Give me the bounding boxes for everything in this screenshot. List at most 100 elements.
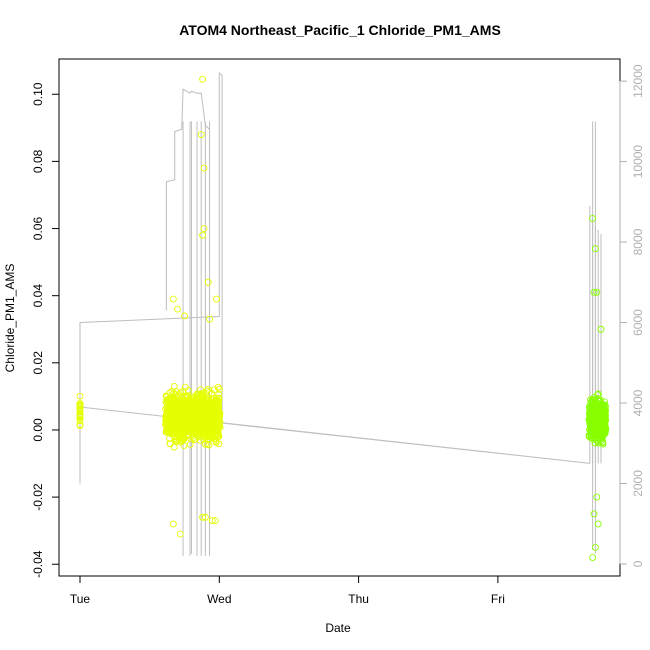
data-point bbox=[76, 392, 84, 400]
y-tick-label: -0.02 bbox=[31, 483, 45, 511]
data-point bbox=[76, 412, 84, 420]
y-right-tick-label: 10000 bbox=[631, 145, 645, 179]
data-point bbox=[186, 441, 194, 448]
data-point bbox=[597, 437, 605, 445]
data-point bbox=[170, 394, 178, 402]
data-point bbox=[196, 395, 204, 403]
data-point-outlier bbox=[204, 278, 212, 286]
data-point bbox=[203, 387, 211, 395]
data-point bbox=[192, 413, 200, 421]
data-point bbox=[181, 393, 188, 401]
y-tick-label: 0.04 bbox=[31, 284, 45, 308]
data-point-outlier bbox=[199, 75, 207, 83]
data-point-outlier bbox=[591, 245, 599, 253]
data-point bbox=[195, 405, 203, 413]
y-tick-label: 0.10 bbox=[31, 82, 45, 106]
y-right-tick-label: 4000 bbox=[631, 389, 645, 416]
data-point bbox=[195, 428, 203, 436]
data-point bbox=[164, 397, 171, 405]
data-point bbox=[211, 386, 218, 394]
data-point-outlier bbox=[199, 231, 207, 239]
data-point-outlier bbox=[213, 295, 220, 303]
data-point bbox=[191, 429, 199, 437]
data-point bbox=[197, 386, 205, 394]
data-point bbox=[169, 408, 176, 416]
data-point-outlier bbox=[591, 544, 599, 551]
data-point bbox=[166, 422, 174, 430]
x-tick-label: Fri bbox=[491, 592, 505, 606]
data-point bbox=[599, 440, 607, 448]
y-right-tick-label: 6000 bbox=[631, 309, 645, 336]
data-point-outlier bbox=[589, 215, 597, 222]
data-point bbox=[196, 409, 204, 417]
y-right-tick-label: 12000 bbox=[631, 64, 645, 98]
data-point bbox=[214, 408, 222, 416]
right-axis-line-series bbox=[79, 72, 602, 556]
data-point bbox=[199, 389, 207, 397]
data-point bbox=[182, 400, 190, 408]
data-point bbox=[205, 441, 213, 449]
data-point-outlier bbox=[208, 517, 216, 525]
data-point bbox=[191, 417, 199, 425]
data-point bbox=[199, 434, 207, 442]
y-right-tick-label: 8000 bbox=[631, 228, 645, 255]
data-point bbox=[76, 417, 84, 424]
data-point bbox=[189, 408, 197, 416]
data-point bbox=[587, 431, 595, 439]
data-point bbox=[166, 440, 174, 448]
data-point-outlier bbox=[590, 510, 598, 518]
data-point-outlier bbox=[589, 554, 597, 561]
data-point bbox=[178, 430, 186, 438]
x-tick-label: Tue bbox=[70, 592, 91, 606]
data-point bbox=[199, 422, 207, 430]
chart-title: ATOM4 Northeast_Pacific_1 Chloride_PM1_A… bbox=[179, 22, 501, 38]
data-point bbox=[205, 431, 213, 439]
data-point bbox=[193, 394, 201, 402]
data-point-outlier bbox=[593, 493, 601, 501]
y-tick-label: 0.00 bbox=[31, 418, 45, 442]
data-point bbox=[166, 408, 173, 416]
y-tick-label: -0.04 bbox=[31, 550, 45, 578]
data-point bbox=[172, 427, 180, 435]
line-step-envelope bbox=[165, 88, 210, 311]
data-point-outlier bbox=[199, 513, 207, 521]
data-point bbox=[589, 421, 597, 429]
data-point bbox=[598, 401, 606, 409]
data-point-outlier bbox=[169, 520, 177, 528]
plot-frame bbox=[58, 58, 621, 577]
data-point-outlier bbox=[174, 305, 181, 313]
data-point bbox=[216, 385, 223, 393]
data-point bbox=[172, 388, 180, 396]
data-point bbox=[172, 416, 180, 424]
data-point-outlier bbox=[197, 131, 205, 138]
data-point bbox=[212, 415, 220, 423]
y-right-tick-label: 0 bbox=[631, 560, 645, 567]
y-tick-label: 0.08 bbox=[31, 149, 45, 173]
data-point bbox=[165, 414, 173, 422]
data-point bbox=[589, 413, 597, 421]
data-point bbox=[196, 413, 204, 421]
data-point bbox=[178, 399, 186, 407]
scatter-points bbox=[76, 75, 610, 561]
data-point bbox=[172, 437, 180, 445]
data-point-outlier bbox=[597, 325, 605, 333]
data-point bbox=[188, 393, 196, 401]
x-axis-label: Date bbox=[325, 621, 351, 635]
axes: Tue Wed Thu Fri -0.04 -0.02 0.00 0.02 0.04 0.06 0.… bbox=[31, 64, 645, 606]
data-point bbox=[173, 408, 181, 416]
data-point-outlier bbox=[206, 315, 213, 323]
data-point-outlier bbox=[594, 520, 602, 528]
data-point bbox=[206, 422, 214, 430]
data-point bbox=[194, 419, 202, 427]
data-point bbox=[596, 410, 604, 418]
data-point bbox=[214, 383, 222, 391]
data-point bbox=[599, 438, 607, 446]
data-point bbox=[203, 415, 211, 423]
data-point-outlier bbox=[200, 225, 208, 232]
data-point bbox=[199, 427, 207, 435]
data-point-outlier bbox=[590, 288, 598, 296]
data-point-outlier bbox=[211, 517, 219, 525]
data-point bbox=[204, 396, 212, 404]
data-point bbox=[600, 419, 607, 427]
